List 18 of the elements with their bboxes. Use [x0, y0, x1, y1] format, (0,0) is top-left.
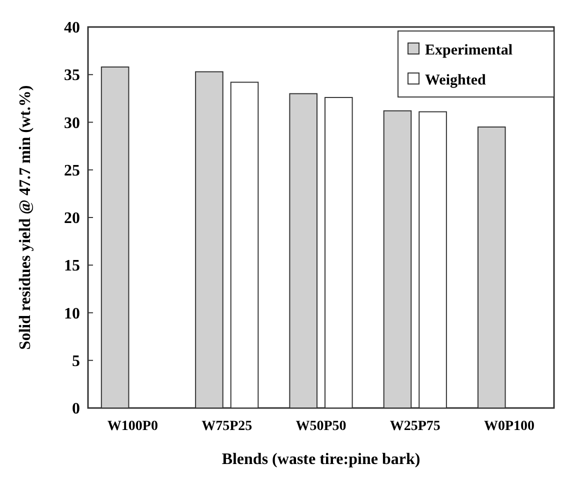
x-tick-label: W50P50 — [296, 419, 346, 434]
x-tick-label: W25P75 — [390, 419, 440, 434]
y-tick-label: 10 — [64, 305, 80, 322]
y-tick-label: 30 — [64, 114, 80, 132]
y-tick-label: 25 — [64, 162, 80, 180]
y-tick-label: 20 — [64, 210, 80, 228]
y-tick-label: 15 — [64, 258, 80, 275]
legend-label: Experimental — [425, 42, 512, 58]
x-tick-label: W75P25 — [202, 419, 252, 434]
y-tick-label: 5 — [72, 352, 80, 370]
x-axis-title: Blends (waste tire:pine bark) — [222, 451, 420, 468]
legend-label: Weighted — [425, 72, 486, 88]
x-tick-label: W0P100 — [484, 419, 535, 434]
y-tick-label: 0 — [72, 400, 80, 418]
y-axis-title: Solid residues yield @ 47.7 min (wt.%) — [17, 85, 34, 350]
y-tick-label: 35 — [64, 67, 80, 84]
x-tick-label: W100P0 — [107, 419, 158, 434]
y-tick-label: 40 — [64, 20, 80, 37]
